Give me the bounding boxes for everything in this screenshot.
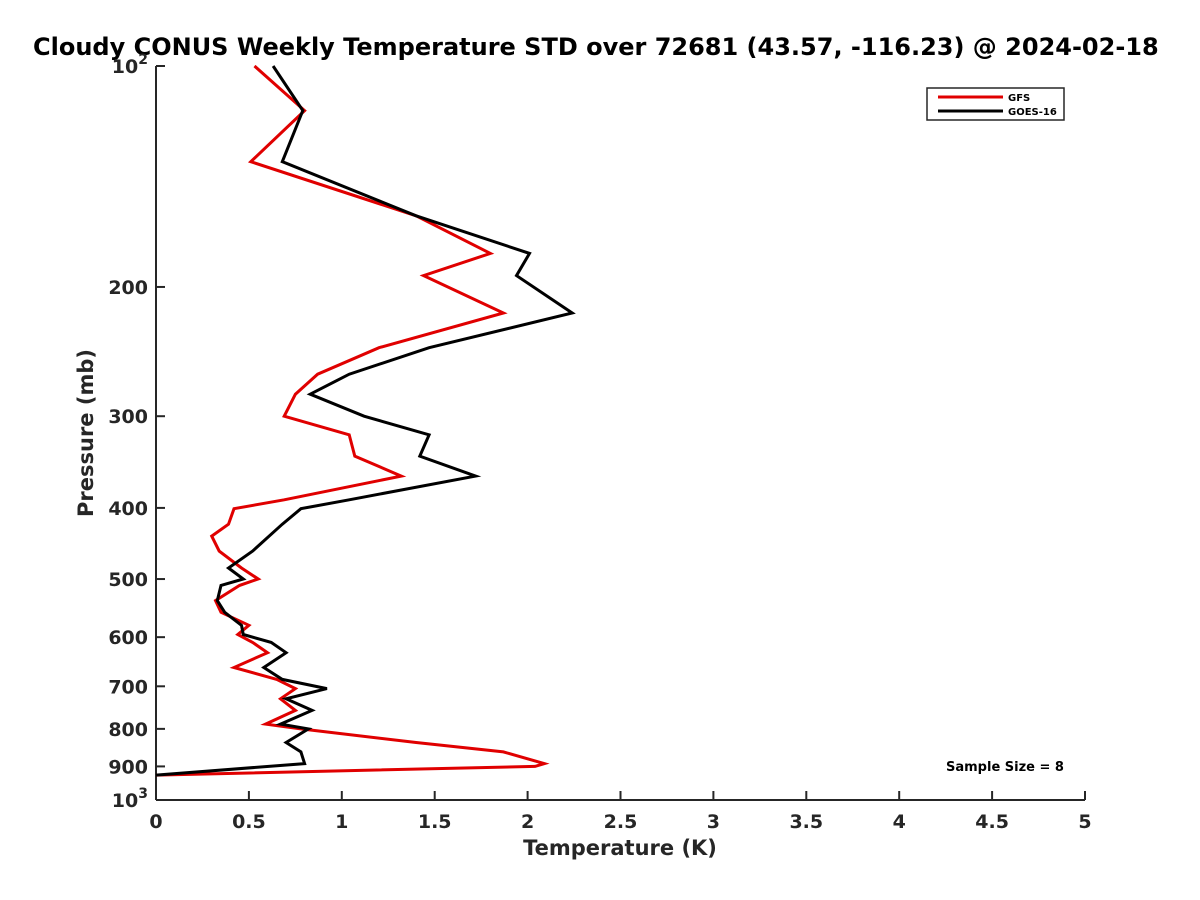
y-tick-label: 800 bbox=[108, 719, 148, 741]
y-axis-label: Pressure (mb) bbox=[74, 349, 98, 517]
y-tick-label: 500 bbox=[108, 569, 148, 591]
x-tick-label: 0 bbox=[149, 811, 162, 833]
x-tick-label: 3.5 bbox=[789, 811, 823, 833]
y-tick-label: 200 bbox=[108, 277, 148, 299]
x-axis-ticks: 0 0.5 1 1.5 2 2.5 3 3.5 4 4.5 5 bbox=[149, 791, 1092, 833]
y-tick-label: 900 bbox=[108, 756, 148, 778]
y-tick-label: 400 bbox=[108, 498, 148, 520]
x-tick-label: 1.5 bbox=[418, 811, 452, 833]
series-line-goes-16 bbox=[155, 65, 576, 777]
y-tick-label: 700 bbox=[108, 676, 148, 698]
y-tick-label: 103 bbox=[112, 786, 148, 812]
sample-size-annotation: Sample Size = 8 bbox=[946, 760, 1064, 775]
x-tick-label: 2 bbox=[521, 811, 534, 833]
x-axis-label: Temperature (K) bbox=[523, 836, 717, 860]
x-tick-label: 4.5 bbox=[975, 811, 1009, 833]
x-tick-label: 3 bbox=[707, 811, 720, 833]
y-tick-label: 102 bbox=[112, 52, 148, 78]
chart-title: Cloudy CONUS Weekly Temperature STD over… bbox=[33, 33, 1159, 61]
x-tick-label: 1 bbox=[335, 811, 348, 833]
x-tick-label: 5 bbox=[1078, 811, 1091, 833]
legend-box bbox=[926, 87, 1065, 121]
series-lines bbox=[155, 64, 576, 777]
x-tick-label: 0.5 bbox=[232, 811, 266, 833]
series-line-gfs bbox=[155, 64, 550, 777]
x-tick-label: 2.5 bbox=[604, 811, 638, 833]
y-axis-ticks: 102 200 300 400 500 600 700 800 900 103 bbox=[108, 52, 165, 812]
chart-legend: GFS GOES-16 bbox=[926, 87, 1065, 121]
y-tick-label: 300 bbox=[108, 406, 148, 428]
x-tick-label: 4 bbox=[893, 811, 906, 833]
legend-label-gfs: GFS bbox=[1008, 93, 1030, 104]
y-tick-label: 600 bbox=[108, 627, 148, 649]
legend-label-goes16: GOES-16 bbox=[1008, 107, 1057, 118]
